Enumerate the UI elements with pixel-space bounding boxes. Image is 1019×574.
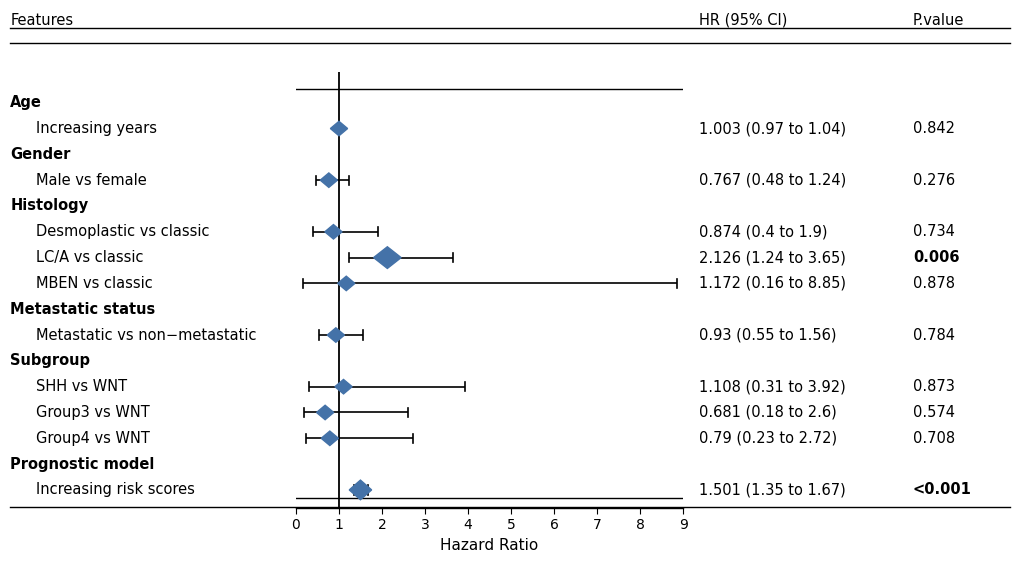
Text: 0.93 (0.55 to 1.56): 0.93 (0.55 to 1.56) — [698, 328, 836, 343]
Text: Metastatic status: Metastatic status — [10, 302, 155, 317]
Text: 2.126 (1.24 to 3.65): 2.126 (1.24 to 3.65) — [698, 250, 845, 265]
Text: Features: Features — [10, 13, 73, 28]
Text: Histology: Histology — [10, 199, 89, 214]
Text: 0.006: 0.006 — [912, 250, 959, 265]
Polygon shape — [324, 224, 341, 239]
Polygon shape — [334, 379, 352, 394]
Text: 0.79 (0.23 to 2.72): 0.79 (0.23 to 2.72) — [698, 431, 836, 446]
Text: 0.878: 0.878 — [912, 276, 954, 291]
Text: Group3 vs WNT: Group3 vs WNT — [36, 405, 150, 420]
Text: Group4 vs WNT: Group4 vs WNT — [36, 431, 150, 446]
Text: 0.784: 0.784 — [912, 328, 954, 343]
Polygon shape — [337, 276, 355, 290]
Text: Increasing risk scores: Increasing risk scores — [36, 482, 195, 498]
Polygon shape — [373, 247, 400, 269]
Text: 1.501 (1.35 to 1.67): 1.501 (1.35 to 1.67) — [698, 482, 845, 498]
Text: Male vs female: Male vs female — [36, 173, 147, 188]
Text: Increasing years: Increasing years — [36, 121, 157, 136]
Text: SHH vs WNT: SHH vs WNT — [36, 379, 126, 394]
Polygon shape — [316, 405, 333, 420]
Polygon shape — [330, 121, 347, 136]
Text: HR (95% CI): HR (95% CI) — [698, 13, 787, 28]
Text: 0.708: 0.708 — [912, 431, 954, 446]
Text: Prognostic model: Prognostic model — [10, 456, 155, 472]
Text: 0.276: 0.276 — [912, 173, 954, 188]
Polygon shape — [321, 431, 338, 445]
Text: 0.734: 0.734 — [912, 224, 954, 239]
Polygon shape — [320, 173, 337, 187]
Text: P.value: P.value — [912, 13, 963, 28]
Text: Metastatic vs non−metastatic: Metastatic vs non−metastatic — [36, 328, 256, 343]
Polygon shape — [327, 328, 344, 342]
Text: <0.001: <0.001 — [912, 482, 971, 498]
Text: Desmoplastic vs classic: Desmoplastic vs classic — [36, 224, 209, 239]
Text: Subgroup: Subgroup — [10, 354, 90, 369]
Text: 0.574: 0.574 — [912, 405, 954, 420]
Text: 1.108 (0.31 to 3.92): 1.108 (0.31 to 3.92) — [698, 379, 845, 394]
X-axis label: Hazard Ratio: Hazard Ratio — [440, 538, 538, 553]
Text: 0.873: 0.873 — [912, 379, 954, 394]
Text: 1.172 (0.16 to 8.85): 1.172 (0.16 to 8.85) — [698, 276, 845, 291]
Text: 0.767 (0.48 to 1.24): 0.767 (0.48 to 1.24) — [698, 173, 845, 188]
Text: LC/A vs classic: LC/A vs classic — [36, 250, 143, 265]
Text: 0.681 (0.18 to 2.6): 0.681 (0.18 to 2.6) — [698, 405, 836, 420]
Polygon shape — [348, 480, 371, 500]
Text: 0.842: 0.842 — [912, 121, 954, 136]
Text: Gender: Gender — [10, 147, 70, 162]
Text: 1.003 (0.97 to 1.04): 1.003 (0.97 to 1.04) — [698, 121, 845, 136]
Text: 0.874 (0.4 to 1.9): 0.874 (0.4 to 1.9) — [698, 224, 826, 239]
Text: Age: Age — [10, 95, 42, 110]
Text: MBEN vs classic: MBEN vs classic — [36, 276, 152, 291]
